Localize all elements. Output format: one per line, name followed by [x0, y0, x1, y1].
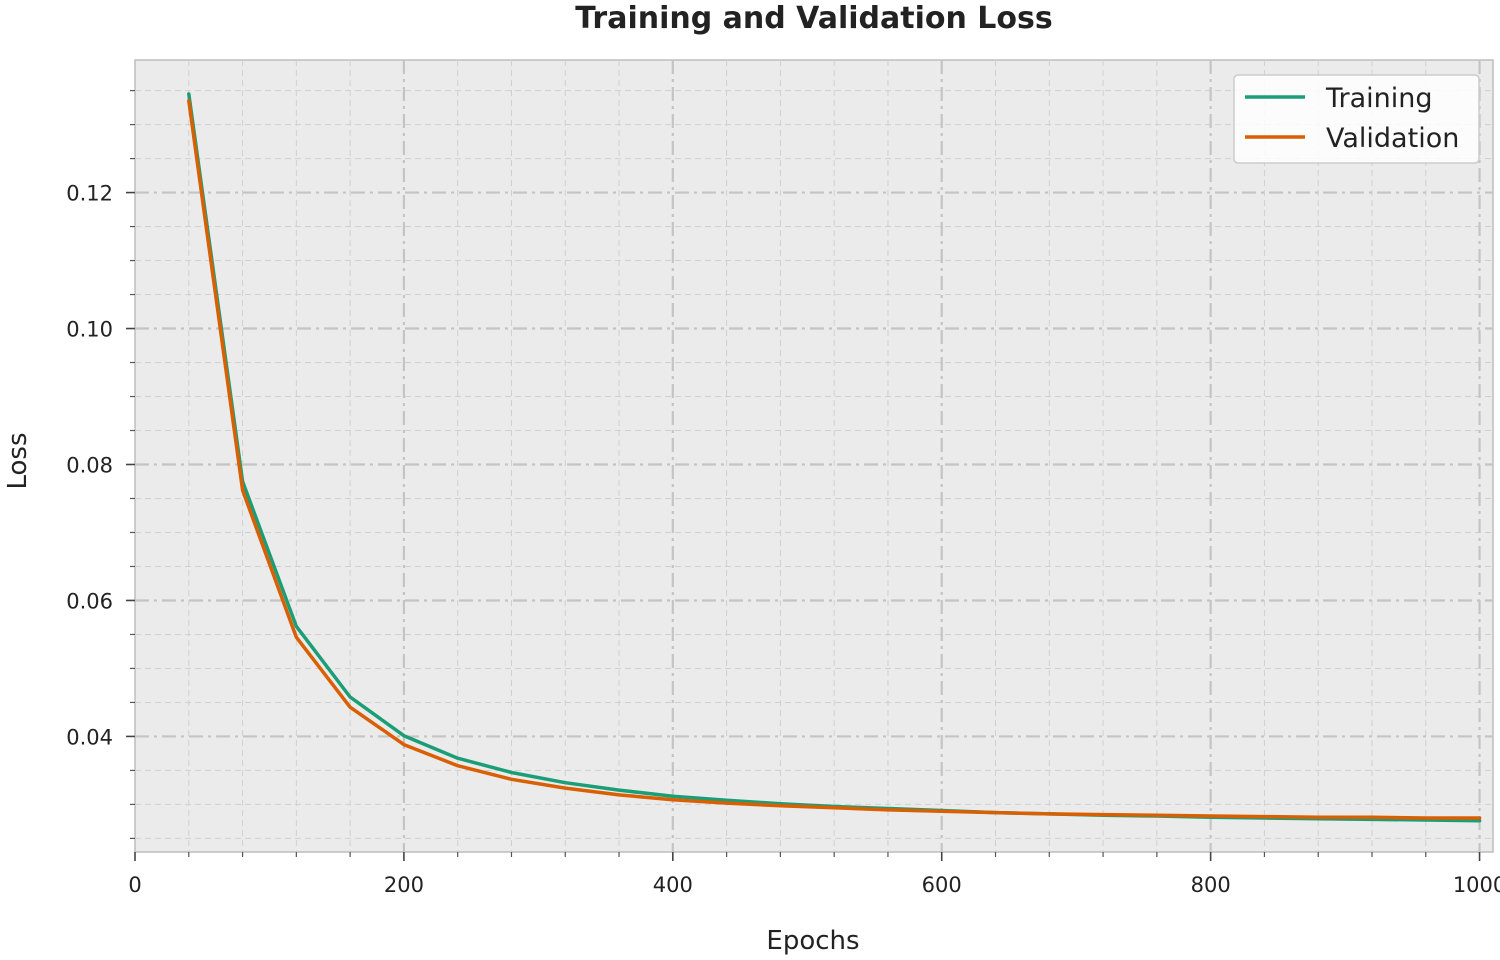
x-tick-label: 0	[128, 873, 141, 897]
legend-validation-label: Validation	[1326, 123, 1459, 154]
x-tick-label: 600	[922, 873, 962, 897]
axis-ticks: 0 200 400 600 800 1000 0.04 0.06 0.08 0.10 0.12	[66, 89, 1500, 897]
x-tick-label: 800	[1191, 873, 1231, 897]
x-axis-label: Epochs	[766, 926, 859, 956]
x-tick-label: 200	[384, 873, 424, 897]
x-tick-label: 1000	[1453, 873, 1500, 897]
y-tick-label: 0.06	[66, 589, 113, 613]
legend: Training Validation	[1233, 74, 1480, 164]
legend-training-label: Training	[1325, 83, 1433, 114]
y-axis-label: Loss	[3, 432, 33, 489]
y-tick-label: 0.04	[66, 725, 113, 749]
series-line-validation	[187, 99, 1482, 820]
x-tick-label: 400	[653, 873, 693, 897]
y-tick-label: 0.08	[66, 453, 113, 477]
grid-lines	[135, 60, 1493, 852]
series-lines	[187, 92, 1482, 823]
plot-area	[134, 59, 1494, 853]
y-tick-label: 0.12	[66, 182, 113, 206]
y-tick-label: 0.10	[66, 318, 113, 342]
chart-title: Training and Validation Loss	[575, 1, 1053, 36]
